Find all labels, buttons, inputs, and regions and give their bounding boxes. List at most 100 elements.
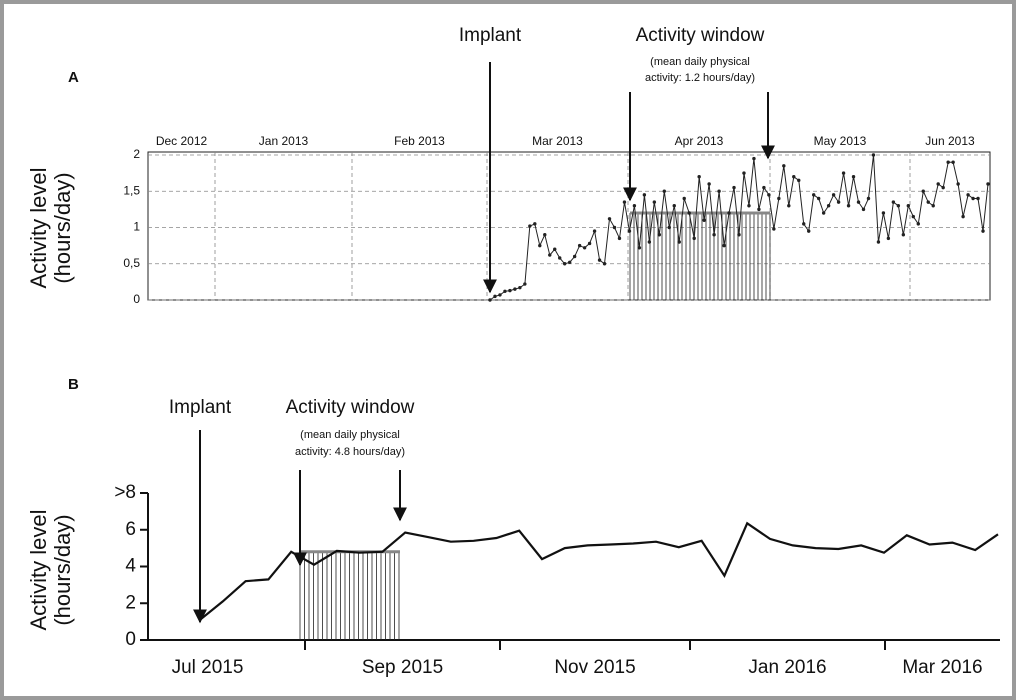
data-point — [513, 287, 517, 291]
data-point — [956, 182, 960, 186]
plot-frame — [147, 151, 991, 301]
data-point — [563, 262, 567, 266]
window-note: activity: 4.8 hours/day) — [295, 446, 405, 458]
y-tick-label: 1 — [133, 220, 140, 234]
data-point — [518, 285, 522, 290]
data-point — [931, 204, 935, 208]
data-point — [577, 243, 582, 248]
data-point — [986, 182, 990, 186]
data-point — [826, 204, 831, 208]
window-note: (mean daily physical — [650, 56, 750, 68]
data-point — [528, 224, 532, 228]
x-tick-label: Mar 2016 — [902, 657, 982, 678]
data-point — [981, 229, 985, 233]
data-point — [717, 189, 721, 193]
data-point — [553, 247, 557, 251]
data-point — [488, 298, 492, 302]
data-point — [881, 211, 886, 215]
data-point — [672, 204, 676, 208]
data-point — [951, 160, 955, 164]
data-point — [572, 254, 577, 259]
data-point — [682, 196, 686, 201]
data-point — [846, 204, 851, 208]
y-tick-label: 0 — [125, 629, 136, 650]
data-point — [841, 171, 846, 175]
x-tick-label: Sep 2015 — [362, 657, 443, 678]
panel-label: B — [68, 376, 79, 393]
data-point — [642, 193, 647, 197]
data-point — [816, 196, 821, 201]
x-tick-label: Jul 2015 — [172, 657, 244, 678]
y-tick-label: >8 — [114, 482, 136, 503]
data-point — [891, 200, 896, 204]
y-axis-label: Activity level — [26, 167, 51, 288]
data-point — [503, 289, 507, 293]
data-point — [737, 233, 741, 237]
data-point — [752, 156, 756, 161]
data-point — [807, 229, 811, 233]
data-point — [812, 193, 816, 197]
data-point — [961, 214, 965, 219]
data-point — [627, 229, 632, 233]
data-point — [558, 256, 562, 260]
x-tick-label: Feb 2013 — [394, 134, 445, 148]
window-title: Activity window — [286, 397, 415, 418]
data-point — [836, 200, 841, 204]
data-point — [876, 240, 881, 244]
data-point — [647, 240, 652, 244]
data-point — [498, 293, 502, 297]
data-point — [652, 200, 657, 204]
data-point — [916, 222, 920, 226]
data-point — [772, 227, 776, 231]
data-point — [871, 153, 876, 157]
window-note: (mean daily physical — [300, 429, 400, 441]
data-point — [896, 204, 901, 208]
data-point — [782, 164, 786, 168]
y-tick-label: 4 — [125, 556, 136, 577]
data-point — [861, 207, 866, 212]
data-point — [757, 207, 761, 212]
data-point — [851, 175, 856, 179]
data-point — [587, 241, 592, 246]
data-point — [742, 171, 746, 175]
x-tick-label: Dec 2012 — [156, 134, 208, 148]
data-point — [667, 225, 671, 230]
data-point — [677, 240, 681, 244]
x-tick-label: Nov 2015 — [554, 657, 635, 678]
data-point — [926, 200, 930, 204]
y-tick-label: 2 — [133, 147, 140, 161]
data-point — [657, 233, 662, 237]
data-point — [687, 211, 691, 215]
y-tick-label: 0,5 — [123, 256, 140, 270]
data-point — [906, 204, 911, 208]
data-point — [787, 204, 791, 208]
window-note: activity: 1.2 hours/day) — [645, 72, 755, 84]
data-point — [597, 258, 602, 262]
data-point — [607, 217, 612, 221]
data-point — [538, 243, 542, 248]
x-tick-label: Jan 2013 — [259, 134, 309, 148]
implant-label: Implant — [169, 397, 232, 418]
data-point — [622, 200, 627, 204]
implant-label: Implant — [459, 25, 522, 46]
data-point — [767, 193, 771, 197]
y-axis-label: (hours/day) — [50, 172, 75, 283]
data-point — [617, 236, 622, 241]
data-point — [508, 288, 512, 293]
x-tick-label: Apr 2013 — [675, 134, 724, 148]
y-axis-label: (hours/day) — [50, 514, 75, 625]
data-point — [712, 233, 716, 237]
y-tick-label: 2 — [125, 592, 136, 613]
data-point — [523, 282, 527, 286]
data-point — [612, 225, 617, 230]
data-point — [592, 229, 597, 233]
data-point — [548, 253, 552, 257]
data-point — [582, 246, 587, 250]
data-point — [533, 222, 537, 226]
data-point — [493, 294, 497, 299]
data-point — [866, 196, 871, 201]
data-point — [602, 262, 607, 266]
data-point — [747, 204, 751, 208]
data-point — [886, 236, 891, 241]
